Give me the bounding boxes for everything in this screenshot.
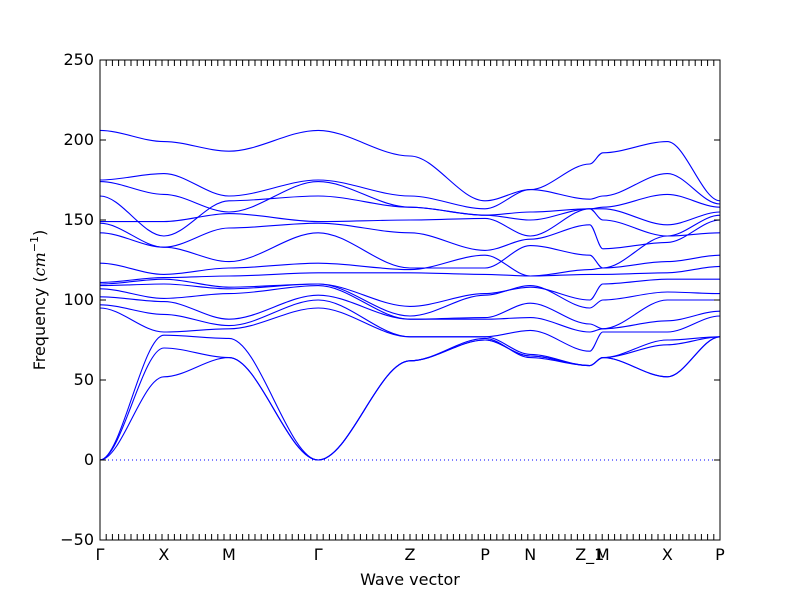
band-line-12 [99, 285, 720, 330]
y-tick-label: 200 [63, 130, 94, 149]
band-line-9 [99, 265, 721, 283]
x-tick-label: M [596, 545, 610, 564]
y-tick-label: 150 [63, 210, 94, 229]
plot-frame [99, 59, 721, 541]
y-axis-label-close: ) [30, 230, 49, 236]
band-line-16 [99, 334, 721, 461]
band-line-14 [99, 299, 721, 352]
x-tick-label: M [222, 545, 236, 564]
band-line-7 [99, 232, 721, 269]
y-axis-label-exponent: −1 [28, 236, 41, 252]
y-tick-label: 0 [84, 450, 94, 469]
y-axis-label-main: Frequency ( [30, 276, 49, 370]
x-tick-label: Γ [314, 545, 323, 564]
y-axis-label: Frequency (cm−1) [28, 230, 49, 371]
band-line-8 [99, 254, 721, 277]
band-line-10 [99, 278, 720, 307]
band-line-2 [99, 173, 721, 210]
x-tick-label: P [715, 545, 725, 564]
band-line-13 [99, 294, 721, 333]
x-tick-label: Z_1 [575, 545, 604, 565]
band-line-5 [100, 208, 721, 237]
band-line-18 [99, 336, 721, 461]
x-tick-label: X [158, 545, 169, 564]
x-tick-label: Γ [96, 545, 105, 564]
y-axis-label-unit: cm [30, 252, 49, 276]
band-line-11 [99, 283, 721, 317]
x-tick-label: N [524, 545, 536, 564]
x-tick-label: P [480, 545, 490, 564]
x-tick-label: X [662, 545, 673, 564]
y-tick-label: 250 [63, 50, 94, 69]
y-tick-label: 50 [74, 370, 94, 389]
band-line-6 [99, 219, 721, 251]
band-line-17 [99, 336, 721, 461]
x-tick-label: Z [405, 545, 416, 564]
x-axis-label: Wave vector [360, 570, 460, 589]
phonon-bands [99, 129, 721, 461]
band-line-1 [99, 129, 721, 202]
y-tick-label: −50 [60, 530, 94, 549]
y-tick-label: 100 [63, 290, 94, 309]
